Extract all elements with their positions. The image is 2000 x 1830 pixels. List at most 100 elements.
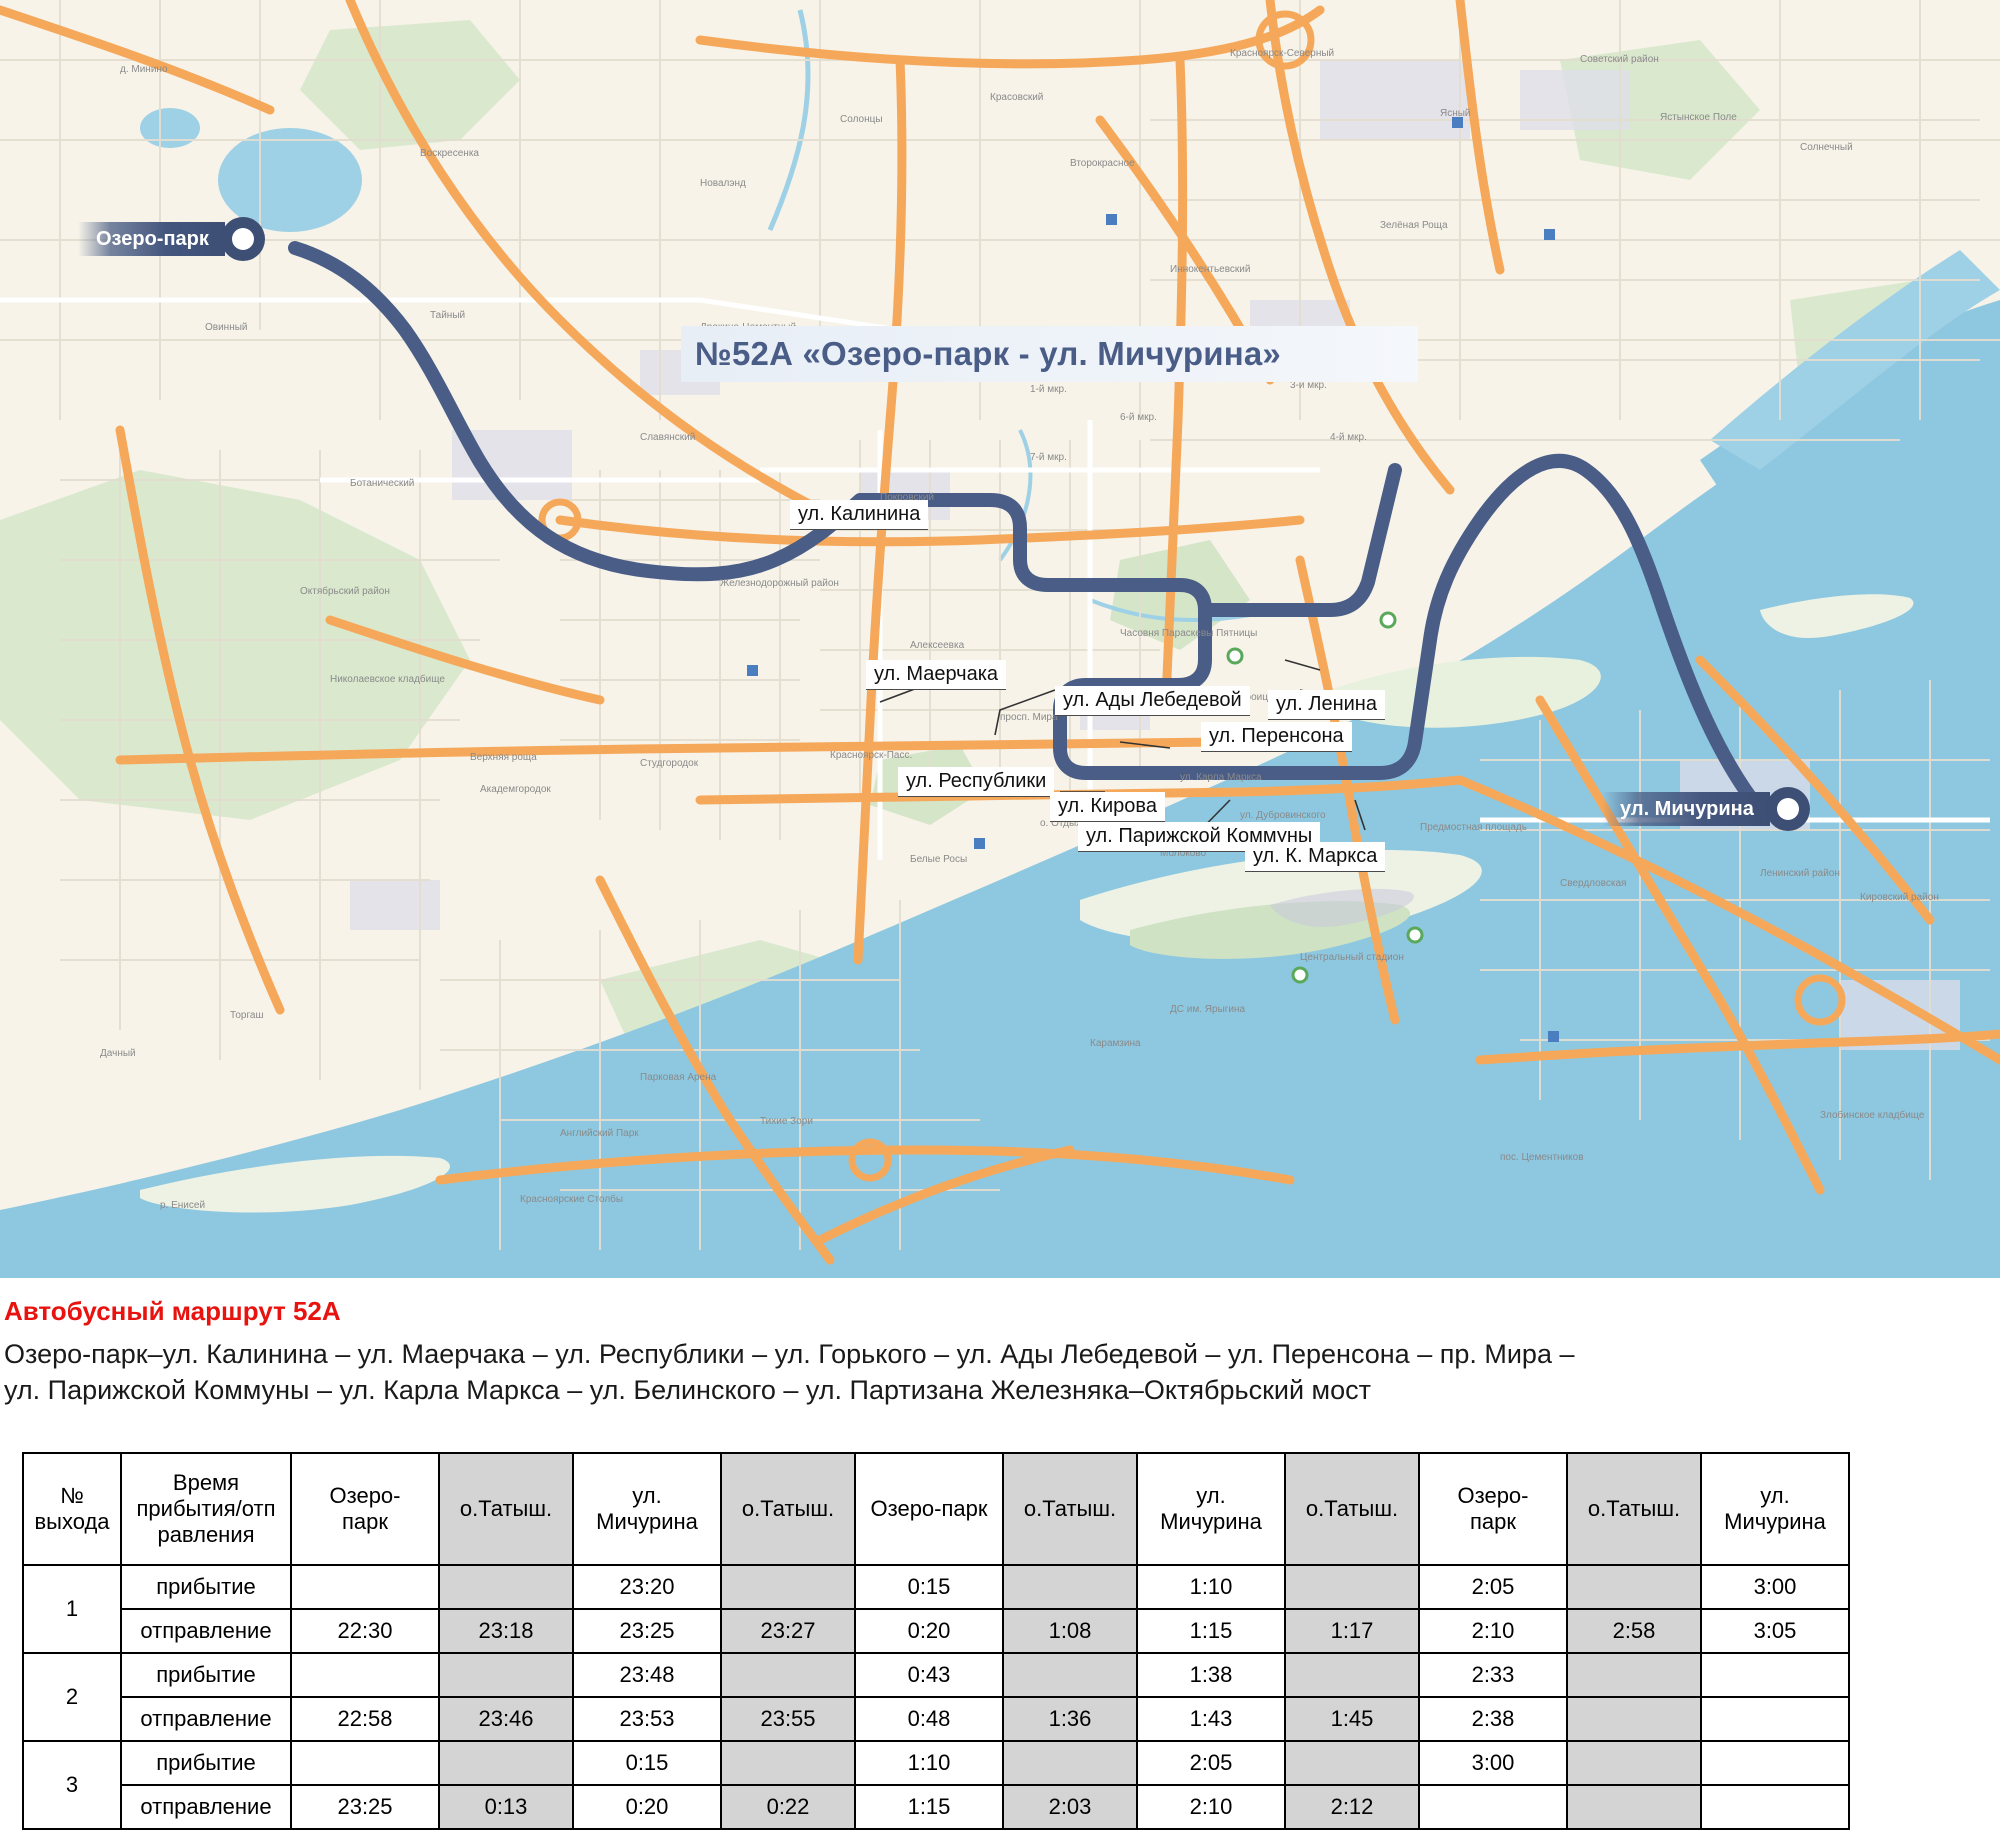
route-description-line-1: Озеро-парк–ул. Калинина – ул. Маерчака –… [4, 1339, 1575, 1369]
svg-text:Николаевское кладбище: Николаевское кладбище [330, 673, 445, 685]
street-label-lenina: ул. Ленина [1268, 690, 1385, 720]
header-stop-9: Озеро- парк [1418, 1452, 1568, 1566]
table-header-row: № выхода Время прибытия/отп равления Озе… [22, 1452, 1850, 1566]
cell-time [1284, 1740, 1420, 1786]
street-label-k-marksa: ул. К. Маркса [1245, 842, 1386, 872]
svg-text:Тайный: Тайный [430, 310, 465, 321]
header-stop-9-l1: Озеро- [1457, 1483, 1529, 1509]
street-label-maerchaka: ул. Маерчака [866, 660, 1007, 690]
cell-time-kind: прибытие [120, 1564, 292, 1610]
header-stop-5: Озеро-парк [854, 1452, 1004, 1566]
page-title: Автобусный маршрут 52А [4, 1296, 341, 1326]
cell-time [720, 1740, 856, 1786]
table-row: 3 прибытие 0:15 1:10 2:05 3:00 [22, 1740, 1850, 1830]
header-stop-7: ул. Мичурина [1136, 1452, 1286, 1566]
svg-text:7-й мкр.: 7-й мкр. [1030, 452, 1067, 463]
cell-time: 3:05 [1700, 1608, 1850, 1654]
cell-time: 22:30 [290, 1608, 440, 1654]
svg-text:Новалэнд: Новалэнд [700, 178, 746, 189]
svg-text:Солнечный: Солнечный [1800, 142, 1853, 153]
svg-text:6-й мкр.: 6-й мкр. [1120, 412, 1157, 423]
cell-time: 23:25 [290, 1784, 440, 1830]
header-stop-7-l1: ул. [1196, 1483, 1226, 1509]
cell-time [1700, 1784, 1850, 1830]
svg-text:Молоково: Молоково [1160, 848, 1207, 859]
svg-text:Ясный: Ясный [1440, 108, 1471, 119]
cell-time: 0:15 [854, 1564, 1004, 1610]
cell-time: 2:05 [1136, 1740, 1286, 1786]
cell-time: 23:27 [720, 1608, 856, 1654]
header-time-kind-l3: равления [157, 1521, 255, 1547]
table-row: 2 прибытие 23:48 0:43 1:38 2:33 [22, 1652, 1850, 1742]
svg-text:Советский район: Советский район [1580, 54, 1659, 65]
cell-time: 0:43 [854, 1652, 1004, 1698]
cell-time: 0:15 [572, 1740, 722, 1786]
svg-text:Верхняя роща: Верхняя роща [470, 752, 537, 763]
cell-time [1566, 1740, 1702, 1786]
header-stop-2: о.Татыш. [438, 1452, 574, 1566]
cell-time [290, 1652, 440, 1698]
svg-text:Овинный: Овинный [205, 322, 248, 333]
svg-text:Свердловская: Свердловская [1560, 878, 1626, 889]
svg-text:Студгородок: Студгородок [640, 758, 699, 769]
cell-time: 1:45 [1284, 1696, 1420, 1742]
svg-text:Железнодорожный район: Железнодорожный район [720, 578, 839, 589]
svg-text:4-й мкр.: 4-й мкр. [1330, 432, 1367, 443]
street-label-kirova: ул. Кирова [1050, 792, 1165, 822]
timetable-container: № выхода Время прибытия/отп равления Озе… [22, 1452, 1850, 1830]
street-label-perensona: ул. Перенсона [1201, 722, 1352, 752]
svg-text:Часовня Параскевы Пятницы: Часовня Параскевы Пятницы [1120, 628, 1257, 639]
cell-time: 1:10 [854, 1740, 1004, 1786]
svg-text:о. Отдыха: о. Отдыха [1040, 818, 1087, 829]
cell-time [1566, 1784, 1702, 1830]
header-stop-8: о.Татыш. [1284, 1452, 1420, 1566]
svg-text:Покровский: Покровский [880, 492, 934, 503]
svg-text:Красноярск-Пасс.: Красноярск-Пасс. [830, 750, 912, 761]
cell-time: 1:43 [1136, 1696, 1286, 1742]
svg-text:Красовский: Красовский [990, 92, 1043, 103]
header-exit-number-l2: выхода [34, 1509, 110, 1534]
street-label-parizhskoy-kommuny: ул. Парижской Коммуны [1078, 822, 1321, 852]
cell-time [438, 1652, 574, 1698]
terminus-marker-start: Озеро-парк [78, 217, 265, 261]
cell-time: 22:58 [290, 1696, 440, 1742]
svg-text:р. Енисей: р. Енисей [160, 1200, 205, 1211]
cell-time: 2:03 [1002, 1784, 1138, 1830]
cell-time: 0:20 [572, 1784, 722, 1830]
terminus-start-label: Озеро-парк [78, 222, 225, 256]
cell-time [1284, 1652, 1420, 1698]
cell-time: 23:20 [572, 1564, 722, 1610]
cell-time: 23:53 [572, 1696, 722, 1742]
svg-text:Английский Парк: Английский Парк [560, 1128, 639, 1139]
header-stop-6: о.Татыш. [1002, 1452, 1138, 1566]
svg-text:Солонцы: Солонцы [840, 114, 883, 125]
street-label-respubliki: ул. Республики [898, 767, 1055, 797]
header-stop-3-l2: Мичурина [596, 1509, 698, 1534]
svg-text:Белые Росы: Белые Росы [910, 854, 967, 865]
cell-time: 23:48 [572, 1652, 722, 1698]
cell-time [438, 1564, 574, 1610]
header-time-kind-l1: Время [172, 1470, 240, 1496]
svg-text:Центральный стадион: Центральный стадион [1300, 952, 1404, 963]
street-label-ady-lebedevoy: ул. Ады Лебедевой [1055, 686, 1250, 716]
cell-time [720, 1564, 856, 1610]
map-title-banner: №52А «Озеро-парк - ул. Мичурина» [681, 326, 1418, 382]
svg-text:Красноярские Столбы: Красноярские Столбы [520, 1193, 623, 1205]
terminus-start-dot [220, 217, 265, 261]
cell-time [1566, 1696, 1702, 1742]
svg-text:Кировский район: Кировский район [1860, 892, 1939, 903]
cell-time: 1:36 [1002, 1696, 1138, 1742]
svg-text:Иннокентьевский: Иннокентьевский [1170, 264, 1250, 275]
svg-text:Парковая Арена: Парковая Арена [640, 1072, 717, 1083]
cell-time: 1:15 [1136, 1608, 1286, 1654]
svg-text:Октябрьский район: Октябрьский район [300, 585, 390, 597]
cell-time [1566, 1564, 1702, 1610]
cell-time [438, 1740, 574, 1786]
header-time-kind: Время прибытия/отп равления [120, 1452, 292, 1566]
svg-text:ДС им. Ярыгина: ДС им. Ярыгина [1170, 1004, 1246, 1015]
cell-time [1700, 1696, 1850, 1742]
cell-time: 3:00 [1418, 1740, 1568, 1786]
table-row: отправление 23:25 0:13 0:20 0:22 1:15 2:03 2:10… [23, 1784, 1850, 1830]
cell-time: 3:00 [1700, 1564, 1850, 1610]
cell-time-kind: прибытие [120, 1740, 292, 1786]
